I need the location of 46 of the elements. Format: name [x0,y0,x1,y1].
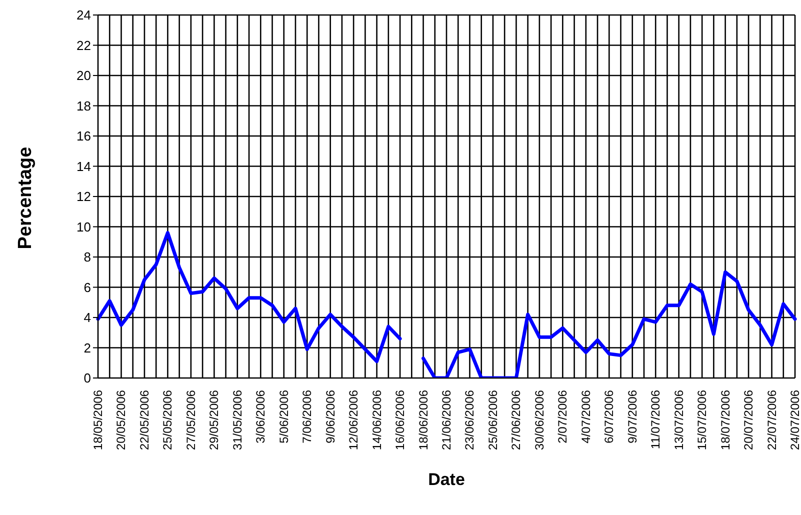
y-axis-title: Percentage [15,146,37,250]
y-tick-label: 20 [76,68,91,84]
x-tick-label: 22/05/2006 [137,390,152,450]
x-tick-label: 18/05/2006 [91,390,105,450]
x-tick-label: 18/07/2006 [718,390,732,450]
y-tick-label: 0 [84,370,91,386]
x-axis-title: Date [427,470,466,490]
x-tick-label: 14/06/2006 [370,390,384,450]
y-tick-label: 12 [76,189,91,204]
x-tick-label: 12/06/2006 [346,390,361,450]
x-tick-label: 20/07/2006 [742,390,756,450]
x-tick-label: 6/07/2006 [602,390,616,444]
y-tick-label: 8 [84,250,91,265]
x-tick-label: 20/05/2006 [114,390,128,450]
y-tick-label: 14 [76,158,91,174]
x-tick-label: 23/06/2006 [462,390,477,450]
x-tick-label: 9/07/2006 [625,390,640,444]
y-tick-label: 24 [76,8,91,23]
x-tick-label: 13/07/2006 [672,390,686,450]
y-tick-label: 16 [76,128,91,144]
x-tick-label: 24/07/2006 [788,390,801,450]
y-tick-label: 6 [84,280,91,295]
x-tick-label: 4/07/2006 [578,390,593,444]
x-tick-label: 25/05/2006 [160,390,175,450]
x-tick-label: 2/07/2006 [556,390,570,444]
x-tick-label: 22/07/2006 [764,390,779,450]
x-tick-label: 25/06/2006 [486,390,500,450]
y-tick-label: 4 [84,310,91,326]
x-tick-label: 27/06/2006 [509,390,524,450]
y-tick-label: 22 [76,38,91,53]
x-tick-label: 3/06/2006 [254,390,268,444]
y-tick-label: 10 [76,219,91,234]
x-tick-label: 5/06/2006 [276,390,291,444]
x-tick-label: 31/05/2006 [230,390,244,450]
x-tick-label: 9/06/2006 [323,390,338,444]
y-tick-label: 18 [76,98,91,114]
y-tick-label: 2 [84,340,91,356]
x-tick-label: 21/06/2006 [440,390,454,450]
x-tick-label: 7/06/2006 [300,390,314,444]
x-tick-label: 16/06/2006 [393,390,408,450]
x-tick-label: 27/05/2006 [184,390,198,450]
x-tick-label: 11/07/2006 [648,390,663,450]
x-tick-label: 29/05/2006 [207,390,222,450]
x-tick-label: 30/06/2006 [532,390,546,450]
x-tick-label: 18/06/2006 [416,390,430,450]
x-tick-label: 15/07/2006 [695,390,710,450]
